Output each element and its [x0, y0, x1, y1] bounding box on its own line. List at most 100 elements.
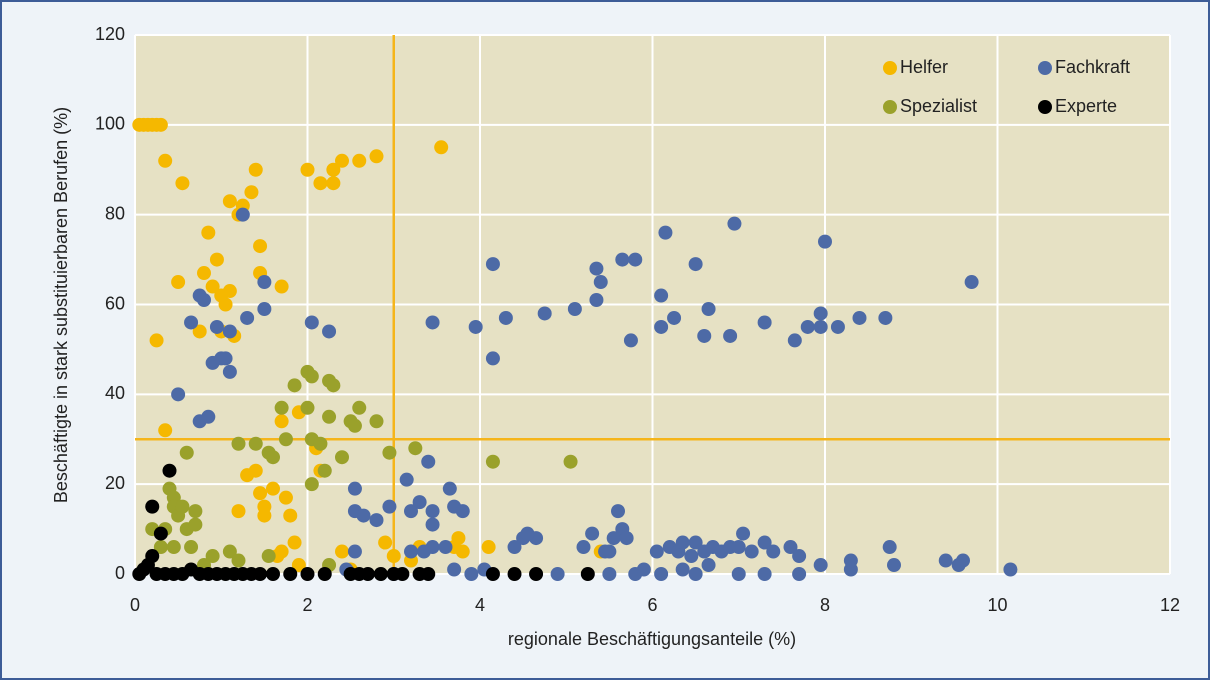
point [468, 319, 483, 334]
point [153, 117, 168, 132]
point [222, 324, 237, 339]
point [257, 301, 272, 316]
point [425, 540, 440, 555]
point [352, 400, 367, 415]
point [404, 544, 418, 559]
point [399, 472, 414, 487]
point [498, 310, 513, 325]
point [589, 261, 604, 276]
point [300, 567, 315, 581]
legend-marker [1038, 61, 1052, 75]
point [813, 306, 828, 321]
point [356, 508, 371, 523]
point [654, 288, 669, 303]
point [792, 567, 807, 581]
point [404, 504, 418, 519]
point [593, 275, 608, 290]
point [792, 549, 807, 564]
point [175, 176, 190, 191]
point [300, 400, 315, 415]
point [684, 549, 699, 564]
point [757, 535, 772, 550]
legend-label: Fachkraft [1055, 57, 1130, 77]
point [287, 535, 302, 550]
point [184, 315, 199, 330]
point [408, 441, 423, 456]
point [611, 504, 625, 519]
point [326, 162, 341, 177]
point [580, 567, 595, 581]
point [287, 378, 302, 393]
point [162, 463, 177, 478]
point [304, 315, 319, 330]
point [485, 257, 500, 272]
point [813, 558, 828, 573]
point [347, 481, 362, 496]
point [218, 297, 233, 312]
point [360, 567, 375, 581]
point [322, 409, 337, 424]
point [425, 315, 440, 330]
point [347, 418, 362, 433]
point [378, 535, 393, 550]
x-tick-label: 4 [475, 595, 485, 615]
point [830, 319, 845, 334]
point [257, 499, 272, 514]
point [623, 333, 638, 348]
point [335, 544, 349, 559]
point [335, 450, 349, 465]
point [485, 351, 500, 366]
point [882, 540, 897, 555]
point [619, 531, 634, 546]
point [369, 513, 384, 528]
point [425, 517, 440, 532]
point [701, 301, 716, 316]
y-axis-label: Beschäftigte in stark substituierbaren B… [51, 107, 71, 503]
point [313, 436, 328, 451]
point [274, 414, 289, 429]
point [373, 567, 388, 581]
point [244, 185, 259, 200]
point [731, 567, 746, 581]
point [736, 526, 751, 541]
legend-marker [1038, 100, 1052, 114]
point [395, 567, 410, 581]
y-tick-label: 100 [95, 114, 125, 134]
point [231, 553, 246, 568]
point [485, 454, 500, 469]
point [248, 463, 263, 478]
point [766, 544, 781, 559]
point [222, 544, 237, 559]
point [451, 531, 466, 546]
point [585, 526, 600, 541]
legend-marker [883, 61, 897, 75]
point [205, 549, 220, 564]
point [253, 486, 268, 501]
point [787, 333, 802, 348]
point [615, 252, 630, 267]
point [688, 257, 703, 272]
x-tick-label: 12 [1160, 595, 1180, 615]
point [701, 558, 716, 573]
point [447, 562, 462, 577]
point [507, 540, 522, 555]
point [291, 558, 306, 573]
point [149, 333, 164, 348]
point [209, 319, 224, 334]
point [464, 567, 479, 581]
point [209, 252, 224, 267]
point [304, 477, 319, 492]
point [606, 531, 621, 546]
legend-marker [883, 100, 897, 114]
point [322, 324, 337, 339]
point [688, 535, 703, 550]
point [688, 567, 703, 581]
point [667, 310, 682, 325]
point [175, 499, 190, 514]
point [386, 549, 401, 564]
point [455, 504, 470, 519]
point [654, 567, 669, 581]
point [567, 301, 582, 316]
point [382, 499, 397, 514]
point [261, 549, 276, 564]
